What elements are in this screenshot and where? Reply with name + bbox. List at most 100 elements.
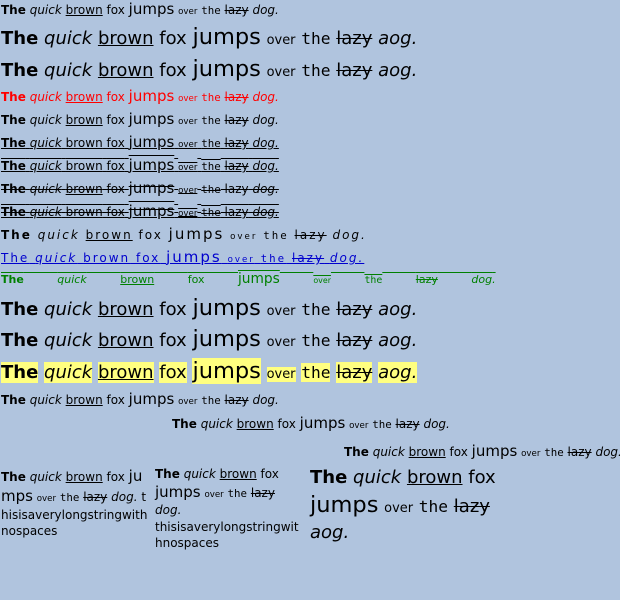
- word-the2: the: [201, 394, 221, 407]
- word-quick: quick: [353, 467, 402, 488]
- word-the2: the: [418, 497, 449, 517]
- word-quick: quick: [29, 470, 62, 484]
- word-dog: dog.: [252, 205, 279, 219]
- word-brown: brown: [65, 182, 103, 196]
- word-the2: the: [59, 491, 80, 505]
- word-fox: fox: [159, 299, 187, 320]
- word-lazy: lazy: [224, 182, 249, 196]
- word-jumps: jumps: [1, 467, 143, 506]
- text-line-15-highlight: The quick brown fox jumps over the lazy …: [1, 358, 418, 384]
- word-the2: the: [201, 137, 221, 150]
- word-fox: fox: [106, 136, 125, 150]
- word-over: over: [313, 276, 331, 285]
- word-jumps: jumps: [155, 483, 201, 502]
- word-the2: the: [201, 160, 221, 173]
- word-brown: brown: [83, 251, 131, 265]
- word-dog: dog.: [329, 251, 365, 265]
- word-the2: the: [201, 183, 221, 196]
- word-jumps: jumps: [192, 295, 261, 321]
- word-the: The: [1, 136, 26, 150]
- word-the: The: [1, 362, 39, 383]
- word-over: over: [178, 7, 198, 17]
- word-fox: fox: [106, 113, 125, 127]
- word-the2: the: [544, 446, 564, 459]
- word-fox: fox: [159, 60, 187, 81]
- word-fox: fox: [468, 467, 496, 488]
- word-lazy: lazy: [224, 113, 249, 127]
- word-fox: fox: [106, 3, 125, 17]
- word-lazy: lazy: [224, 136, 249, 150]
- word-jumps: jumps: [299, 414, 346, 432]
- word-jumps: jumps: [192, 326, 261, 352]
- word-the: The: [1, 113, 26, 127]
- word-quick: quick: [35, 251, 78, 265]
- word-brown: brown: [65, 136, 103, 150]
- word-over: over: [227, 255, 255, 265]
- word-the2: the: [301, 29, 331, 48]
- word-the2: the: [201, 206, 221, 219]
- word-brown: brown: [85, 228, 133, 242]
- word-fox: fox: [106, 205, 125, 219]
- word-lazy: lazy: [83, 490, 108, 505]
- word-dog: dog.: [252, 136, 279, 150]
- word-the2: the: [301, 300, 331, 319]
- text-line-1: The quick brown fox jumps over the lazy …: [1, 2, 279, 17]
- wrap-box-2: The quick brown fox jumps over the lazy …: [155, 466, 300, 551]
- text-line-13: The quick brown fox jumps over the lazy …: [1, 297, 417, 320]
- word-the: The: [1, 299, 39, 320]
- word-fox: fox: [106, 182, 125, 196]
- word-fox: fox: [106, 90, 125, 104]
- word-fox: fox: [159, 362, 187, 383]
- word-dog: dog.: [595, 445, 620, 459]
- word-over: over: [384, 501, 414, 517]
- text-line-8-strike: The quick brown fox jumps over the lazy …: [1, 181, 279, 196]
- word-the2: the: [364, 275, 383, 286]
- word-brown: brown: [406, 467, 463, 488]
- word-the2: the: [201, 114, 221, 127]
- word-the2: the: [201, 91, 221, 104]
- word-the: The: [1, 60, 39, 81]
- word-the: The: [1, 182, 26, 196]
- long-word: thisisaverylongstringwithnospaces: [155, 519, 299, 550]
- word-jumps: jumps: [166, 248, 222, 266]
- word-jumps: jumps: [128, 202, 175, 220]
- word-over: over: [266, 367, 296, 382]
- word-quick: quick: [44, 362, 93, 383]
- word-dog: dog.: [111, 490, 138, 505]
- word-fox: fox: [187, 273, 205, 286]
- word-brown: brown: [97, 60, 154, 81]
- word-jumps: jumps: [310, 492, 379, 519]
- word-lazy: lazy: [336, 28, 373, 49]
- text-line-14: The quick brown fox jumps over the lazy …: [1, 328, 417, 351]
- text-line-7-overline: The quick brown fox jumps over the lazy …: [1, 158, 279, 173]
- word-dog: dog.: [471, 273, 496, 286]
- word-quick: quick: [29, 90, 62, 104]
- word-over: over: [266, 304, 296, 319]
- word-over: over: [178, 186, 198, 196]
- word-lazy: lazy: [453, 496, 490, 518]
- word-aog: aog.: [378, 60, 418, 81]
- text-line-3: The quick brown fox jumps over the lazy …: [1, 58, 417, 81]
- word-lazy: lazy: [291, 251, 325, 265]
- word-the: The: [1, 205, 26, 219]
- wrap-box-1: The quick brown fox jumps over the lazy …: [1, 466, 151, 539]
- word-quick: quick: [44, 330, 93, 351]
- word-quick: quick: [29, 3, 62, 17]
- text-line-18-right: The quick brown fox jumps over the lazy …: [344, 444, 620, 459]
- word-the: The: [344, 445, 369, 459]
- word-brown: brown: [97, 28, 154, 49]
- word-the: The: [1, 470, 26, 484]
- word-the: The: [1, 228, 32, 242]
- word-jumps: jumps: [237, 271, 280, 287]
- word-brown: brown: [65, 205, 103, 219]
- word-quick: quick: [57, 273, 87, 286]
- word-the: The: [1, 3, 26, 17]
- word-over: over: [266, 335, 296, 350]
- word-the: The: [1, 251, 30, 265]
- word-brown: brown: [65, 113, 103, 127]
- word-over: over: [178, 117, 198, 127]
- word-lazy: lazy: [224, 3, 249, 17]
- word-jumps: jumps: [128, 87, 175, 105]
- word-dog: dog.: [252, 90, 279, 104]
- word-dog: dog.: [252, 113, 279, 127]
